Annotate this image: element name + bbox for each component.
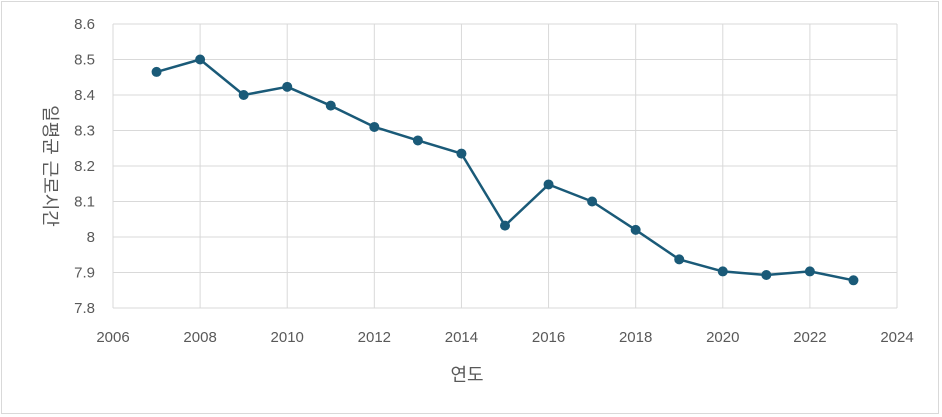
x-tick-label: 2014 (445, 329, 478, 346)
data-point (717, 266, 728, 277)
gridlines (112, 23, 898, 309)
x-tick-label: 2022 (793, 329, 826, 346)
data-point (456, 148, 467, 159)
data-point (238, 90, 249, 100)
y-tick-label: 8.3 (74, 123, 95, 140)
y-tick-label: 8 (87, 229, 95, 246)
y-tick-label: 8.6 (74, 16, 95, 33)
data-point (282, 81, 293, 92)
y-tick-label: 7.8 (74, 300, 95, 317)
y-tick-label: 7.9 (74, 265, 95, 282)
data-point (325, 100, 336, 111)
x-tick-label: 2012 (358, 329, 391, 346)
series-group (151, 54, 859, 286)
x-tick-labels: 2006 2008 2010 2012 2014 2016 2018 2020 2022 2024 (96, 329, 913, 346)
y-axis-title: 일평균 근로시간 (39, 105, 60, 227)
data-point (500, 220, 510, 231)
series-line (156, 58, 854, 282)
x-tick-label: 2024 (880, 329, 913, 346)
y-tick-label: 8.2 (74, 158, 95, 175)
data-point (195, 54, 206, 65)
x-tick-label: 2018 (619, 329, 652, 346)
data-point (804, 266, 815, 277)
data-point (761, 269, 772, 280)
x-tick-label: 2020 (706, 329, 739, 346)
y-tick-label: 8.1 (74, 194, 95, 211)
x-axis-title: 연도 (450, 365, 483, 386)
data-point (369, 121, 380, 132)
y-tick-label: 8.4 (74, 87, 95, 104)
data-point (630, 224, 641, 235)
x-tick-label: 2008 (183, 329, 216, 346)
data-point (543, 179, 554, 190)
data-point (151, 66, 162, 77)
data-point (587, 196, 598, 207)
y-tick-label: 8.5 (74, 52, 95, 69)
data-point (412, 135, 423, 146)
y-tick-labels: 7.8 7.9 8 8.1 8.2 8.3 8.4 8.5 8.6 (74, 16, 95, 317)
data-point (848, 275, 859, 286)
x-tick-label: 2006 (96, 329, 129, 346)
x-tick-label: 2016 (532, 329, 565, 346)
data-point (674, 254, 685, 265)
x-tick-label: 2010 (271, 329, 304, 346)
